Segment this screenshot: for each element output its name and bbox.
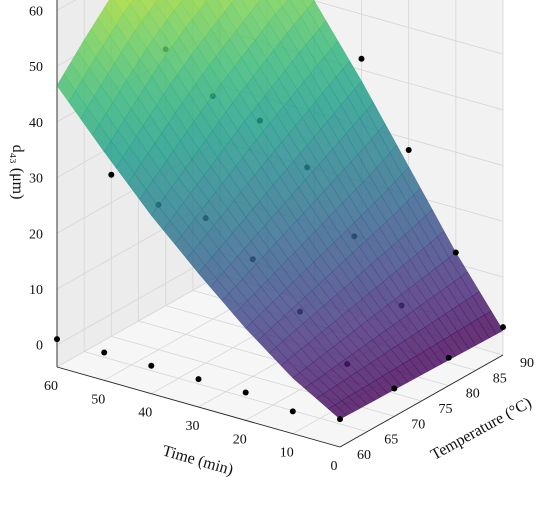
data-point xyxy=(500,324,506,331)
y-tick-label: 70 xyxy=(411,417,425,432)
surface-cell xyxy=(253,0,261,5)
z-tick-label: 60 xyxy=(29,4,43,19)
data-point xyxy=(358,55,365,62)
x-tick-label: 60 xyxy=(44,379,58,394)
tick-labels: 0 10 20 30 40 50 60 0 10 20 30 40 50 60 60 65 70 75 80 85 90 xyxy=(29,4,534,474)
surface-cell xyxy=(126,0,134,5)
z-axis-label: d₄₃ (μm) xyxy=(9,145,26,200)
z-tick-label: 30 xyxy=(29,172,43,187)
y-tick-label: 60 xyxy=(357,448,371,463)
data-point xyxy=(391,385,398,392)
y-tick-label: 90 xyxy=(520,356,534,371)
z-tick-label: 50 xyxy=(29,60,43,75)
x-tick-label: 50 xyxy=(91,392,105,407)
z-tick-label: 40 xyxy=(29,116,43,131)
surface-cell xyxy=(178,0,183,3)
data-point xyxy=(405,147,412,153)
surface-cell xyxy=(229,0,234,4)
data-point xyxy=(445,354,452,361)
axis-edge-y xyxy=(339,354,504,448)
data-point xyxy=(54,336,60,343)
surface-cell xyxy=(204,0,208,3)
x-tick-label: 40 xyxy=(138,406,152,421)
x-tick-label: 20 xyxy=(233,432,247,447)
x-tick-label: 30 xyxy=(186,419,200,434)
surface-cell xyxy=(327,404,348,420)
z-tick-label: 10 xyxy=(29,283,43,298)
x-tick-label: 10 xyxy=(280,446,294,461)
axis-edge-x xyxy=(56,366,341,448)
data-point xyxy=(289,408,296,415)
data-point xyxy=(108,171,115,178)
x-axis-label: Time (min) xyxy=(160,442,235,478)
data-point xyxy=(337,416,343,423)
z-tick-label: 0 xyxy=(36,339,43,354)
y-tick-label: 80 xyxy=(466,387,480,402)
z-tick-label: 20 xyxy=(29,227,43,242)
data-point xyxy=(101,349,108,356)
y-tick-label: 65 xyxy=(384,433,398,448)
y-tick-label: 85 xyxy=(493,371,507,386)
grid-line-y-65 xyxy=(84,351,368,433)
data-points-above-surface xyxy=(337,55,506,423)
data-point xyxy=(242,389,249,396)
surface-cell xyxy=(153,0,158,4)
data-point xyxy=(452,249,459,256)
y-tick-label: 75 xyxy=(439,402,453,417)
data-point xyxy=(195,376,202,383)
data-point xyxy=(148,362,155,369)
surface-mesh xyxy=(56,0,504,420)
x-tick-label: 0 xyxy=(331,459,338,474)
